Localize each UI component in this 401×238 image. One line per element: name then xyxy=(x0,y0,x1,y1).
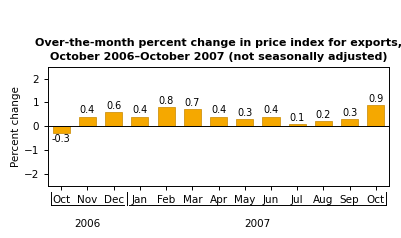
Text: 0.1: 0.1 xyxy=(290,113,305,123)
Text: 0.2: 0.2 xyxy=(316,110,331,120)
Text: 0.7: 0.7 xyxy=(184,98,200,108)
Bar xyxy=(315,121,332,126)
Bar xyxy=(263,117,279,126)
Y-axis label: Percent change: Percent change xyxy=(11,86,21,167)
Bar xyxy=(289,124,306,126)
Text: -0.3: -0.3 xyxy=(52,134,71,144)
Bar xyxy=(341,119,358,126)
Text: 2007: 2007 xyxy=(245,219,271,229)
Text: 0.8: 0.8 xyxy=(158,96,174,106)
Text: 0.3: 0.3 xyxy=(237,108,252,118)
Text: 0.4: 0.4 xyxy=(263,105,279,115)
Bar xyxy=(53,126,70,133)
Bar xyxy=(158,107,174,126)
Text: 2006: 2006 xyxy=(74,219,101,229)
Title: Over-the-month percent change in price index for exports,
October 2006–October 2: Over-the-month percent change in price i… xyxy=(35,39,401,62)
Bar xyxy=(367,105,385,126)
Text: 0.6: 0.6 xyxy=(106,101,121,111)
Text: 0.4: 0.4 xyxy=(211,105,226,115)
Bar xyxy=(236,119,253,126)
Text: 0.9: 0.9 xyxy=(368,94,383,104)
Bar xyxy=(79,117,96,126)
Text: 0.4: 0.4 xyxy=(132,105,148,115)
Text: 0.4: 0.4 xyxy=(80,105,95,115)
Bar xyxy=(105,112,122,126)
Text: 0.3: 0.3 xyxy=(342,108,357,118)
Bar xyxy=(210,117,227,126)
Bar xyxy=(132,117,148,126)
Bar xyxy=(184,109,201,126)
